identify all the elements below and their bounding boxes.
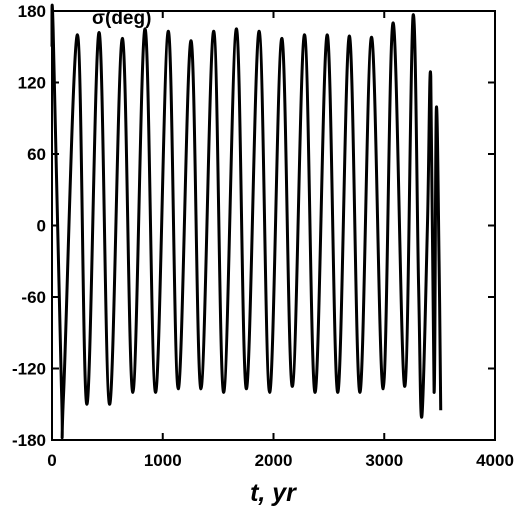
y-tick-label: 120 xyxy=(18,74,46,93)
y-tick-label: 0 xyxy=(37,217,46,236)
y-tick-label: 180 xyxy=(18,2,46,21)
x-tick-label: 0 xyxy=(47,451,56,470)
y-tick-label: 60 xyxy=(27,145,46,164)
x-axis-label: t, yr xyxy=(250,479,297,507)
x-tick-label: 1000 xyxy=(144,451,182,470)
y-tick-label: -60 xyxy=(21,288,46,307)
y-tick-label: -180 xyxy=(12,431,46,450)
y-axis-label: σ(deg) xyxy=(92,8,151,29)
sigma-series-line xyxy=(50,3,443,440)
x-tick-label: 2000 xyxy=(255,451,293,470)
x-tick-label: 3000 xyxy=(365,451,403,470)
y-tick-label: -120 xyxy=(12,360,46,379)
tick-labels: 0 1000 2000 3000 4000 -180 -120 -60 0 60 120 180 xyxy=(12,2,514,470)
x-tick-label: 4000 xyxy=(476,451,514,470)
